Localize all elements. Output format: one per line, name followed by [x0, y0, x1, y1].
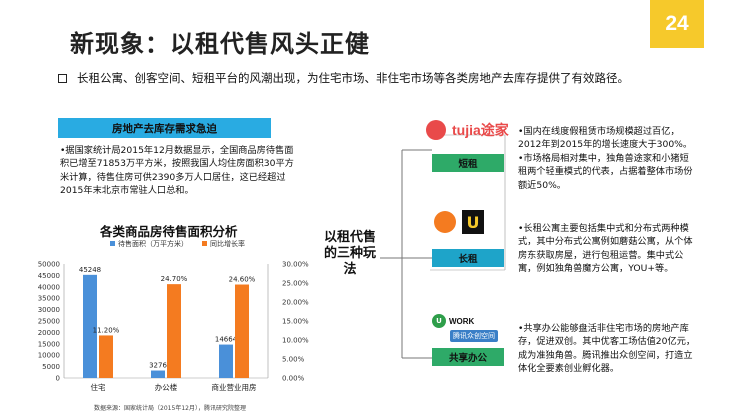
bar-area-0	[83, 274, 97, 378]
left-banner: 房地产去库存需求急迫	[58, 118, 271, 138]
tujia-logo-text: tujia途家	[452, 122, 509, 138]
bar-rate-value-label: 24.60%	[229, 276, 256, 284]
page-number-badge: 24	[650, 0, 704, 48]
bar-area-value-label: 45248	[79, 266, 101, 274]
y-tick-label-left: 25000	[38, 318, 60, 326]
tujia-logo: tujia途家	[426, 120, 509, 140]
legend-swatch-rate	[202, 241, 207, 246]
x-tick-label: 办公楼	[155, 382, 178, 392]
bar-rate-1	[167, 284, 181, 378]
legend-label-area: 待售面积（万平方米）	[118, 239, 188, 248]
tujia-face-icon	[426, 120, 446, 140]
y-tick-label-right: 15.00%	[282, 318, 309, 326]
y-tick-label-right: 25.00%	[282, 280, 309, 288]
tencent-space-logo: 腾讯众创空间	[450, 330, 498, 342]
center-label: 以租代售的三种玩法	[323, 230, 376, 277]
left-paragraph: •据国家统计局2015年12月数据显示，全国商品房待售面积已增至71853万平方…	[60, 145, 294, 197]
bar-area-value-label: 14664	[215, 336, 238, 344]
square-bullet-icon	[58, 73, 67, 83]
y-tick-label-right: 10.00%	[282, 337, 309, 345]
ur-icon: U	[432, 314, 446, 328]
mode-text-shared: •共享办公能够盘活非住宅市场的房地产库存，促进双创。其中优客工场估值20亿元，成…	[518, 323, 696, 375]
mode-label-shared: 共享办公	[432, 348, 504, 366]
page-title: 新现象：以租代售风头正健	[70, 30, 370, 58]
mode-label-long: 长租	[432, 249, 504, 267]
bar-area-1	[151, 370, 165, 378]
y-tick-label-left: 20000	[38, 329, 60, 337]
bar-rate-0	[99, 335, 113, 378]
x-tick-label: 住宅	[91, 382, 106, 392]
long-rent-logo: U	[434, 210, 484, 234]
bar-area-2	[219, 344, 233, 378]
legend-swatch-area	[110, 241, 115, 246]
mushroom-icon	[434, 211, 456, 233]
y-tick-label-left: 5000	[42, 363, 60, 371]
x-tick-label: 商业营业用房	[212, 382, 257, 392]
y-tick-label-left: 15000	[38, 340, 60, 348]
y-tick-label-right: 5.00%	[282, 356, 305, 364]
intro-text: 长租公寓、创客空间、短租平台的风潮出现，为住宅市场、非住宅市场等各类房地产去库存…	[77, 71, 629, 85]
bar-rate-value-label: 11.20%	[93, 326, 120, 334]
you-plus-logo: U	[462, 210, 484, 234]
mode-label-short: 短租	[432, 154, 504, 172]
ucommune-logo: U WORK	[432, 314, 474, 328]
intro-bullet: 长租公寓、创客空间、短租平台的风潮出现，为住宅市场、非住宅市场等各类房地产去库存…	[58, 70, 629, 86]
y-tick-label-left: 40000	[38, 283, 60, 291]
y-tick-label-left: 0	[56, 375, 60, 383]
y-tick-label-left: 30000	[38, 306, 60, 314]
bar-rate-value-label: 24.70%	[161, 275, 188, 283]
y-tick-label-right: 30.00%	[282, 261, 309, 269]
y-tick-label-left: 45000	[38, 272, 60, 280]
bar-chart: 待售面积（万平方米） 同比增长率5000045000400003500030000…	[38, 239, 309, 412]
chart-title: 各类商品房待售面积分析	[100, 224, 238, 239]
y-tick-label-left: 35000	[38, 295, 60, 303]
bar-area-value-label: 3276	[149, 362, 167, 370]
mode-text-long: •长租公寓主要包括集中式和分布式两种模式，其中分布式公寓例如蘑菇公寓，从个体房东…	[518, 223, 693, 275]
y-tick-label-right: 0.00%	[282, 375, 305, 383]
y-tick-label-left: 50000	[38, 261, 60, 269]
bar-rate-2	[235, 284, 249, 378]
legend-label-rate: 同比增长率	[210, 239, 245, 248]
work-logo-text: WORK	[449, 316, 475, 326]
y-tick-label-left: 10000	[38, 352, 60, 360]
mode-text-short: •国内在线度假租赁市场规模超过百亿，2012年到2015年的增长速度大于300%…	[518, 126, 693, 191]
y-tick-label-right: 20.00%	[282, 299, 309, 307]
chart-source: 数据来源：国家统计局（2015年12月），腾讯研究院整理	[94, 404, 246, 412]
